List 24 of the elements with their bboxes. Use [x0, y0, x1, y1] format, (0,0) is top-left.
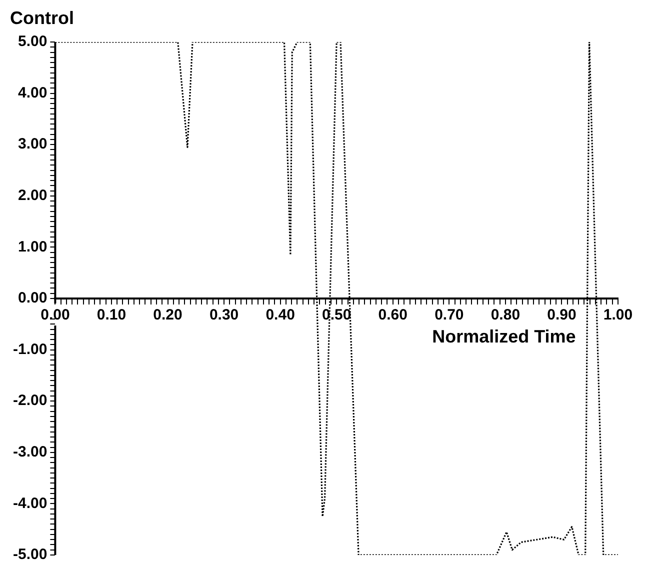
- y-tick-label: 5.00: [18, 33, 48, 50]
- x-tick-label: 0.40: [266, 306, 295, 324]
- x-tick-label: 0.70: [434, 306, 464, 324]
- x-axis-title: Normalized Time: [432, 326, 576, 346]
- y-axis-title: Control: [10, 8, 74, 28]
- y-tick-label: -1.00: [12, 340, 48, 358]
- x-tick-label: 0.30: [209, 306, 239, 324]
- y-tick-label: -2.00: [12, 392, 48, 410]
- y-tick-label: 0.00: [18, 290, 48, 307]
- x-tick-label: 0.10: [96, 306, 126, 324]
- x-tick-label: 1.00: [603, 306, 633, 324]
- x-tick-label: 0.00: [40, 306, 70, 324]
- y-tick-label: 4.00: [18, 84, 48, 102]
- x-tick-label: 0.90: [547, 306, 576, 324]
- y-tick-label: -3.00: [12, 444, 48, 461]
- y-tick-label: -4.00: [12, 494, 48, 512]
- y-tick-label: 1.00: [18, 238, 48, 256]
- x-tick-label: 0.80: [490, 306, 520, 324]
- x-tick-label: 0.50: [322, 306, 352, 324]
- x-tick-label: 0.60: [378, 306, 408, 324]
- y-tick-label: 2.00: [18, 187, 48, 204]
- y-tick-label: 3.00: [18, 136, 48, 153]
- y-tick-label: -5.00: [12, 546, 48, 564]
- x-tick-label: 0.20: [153, 306, 182, 324]
